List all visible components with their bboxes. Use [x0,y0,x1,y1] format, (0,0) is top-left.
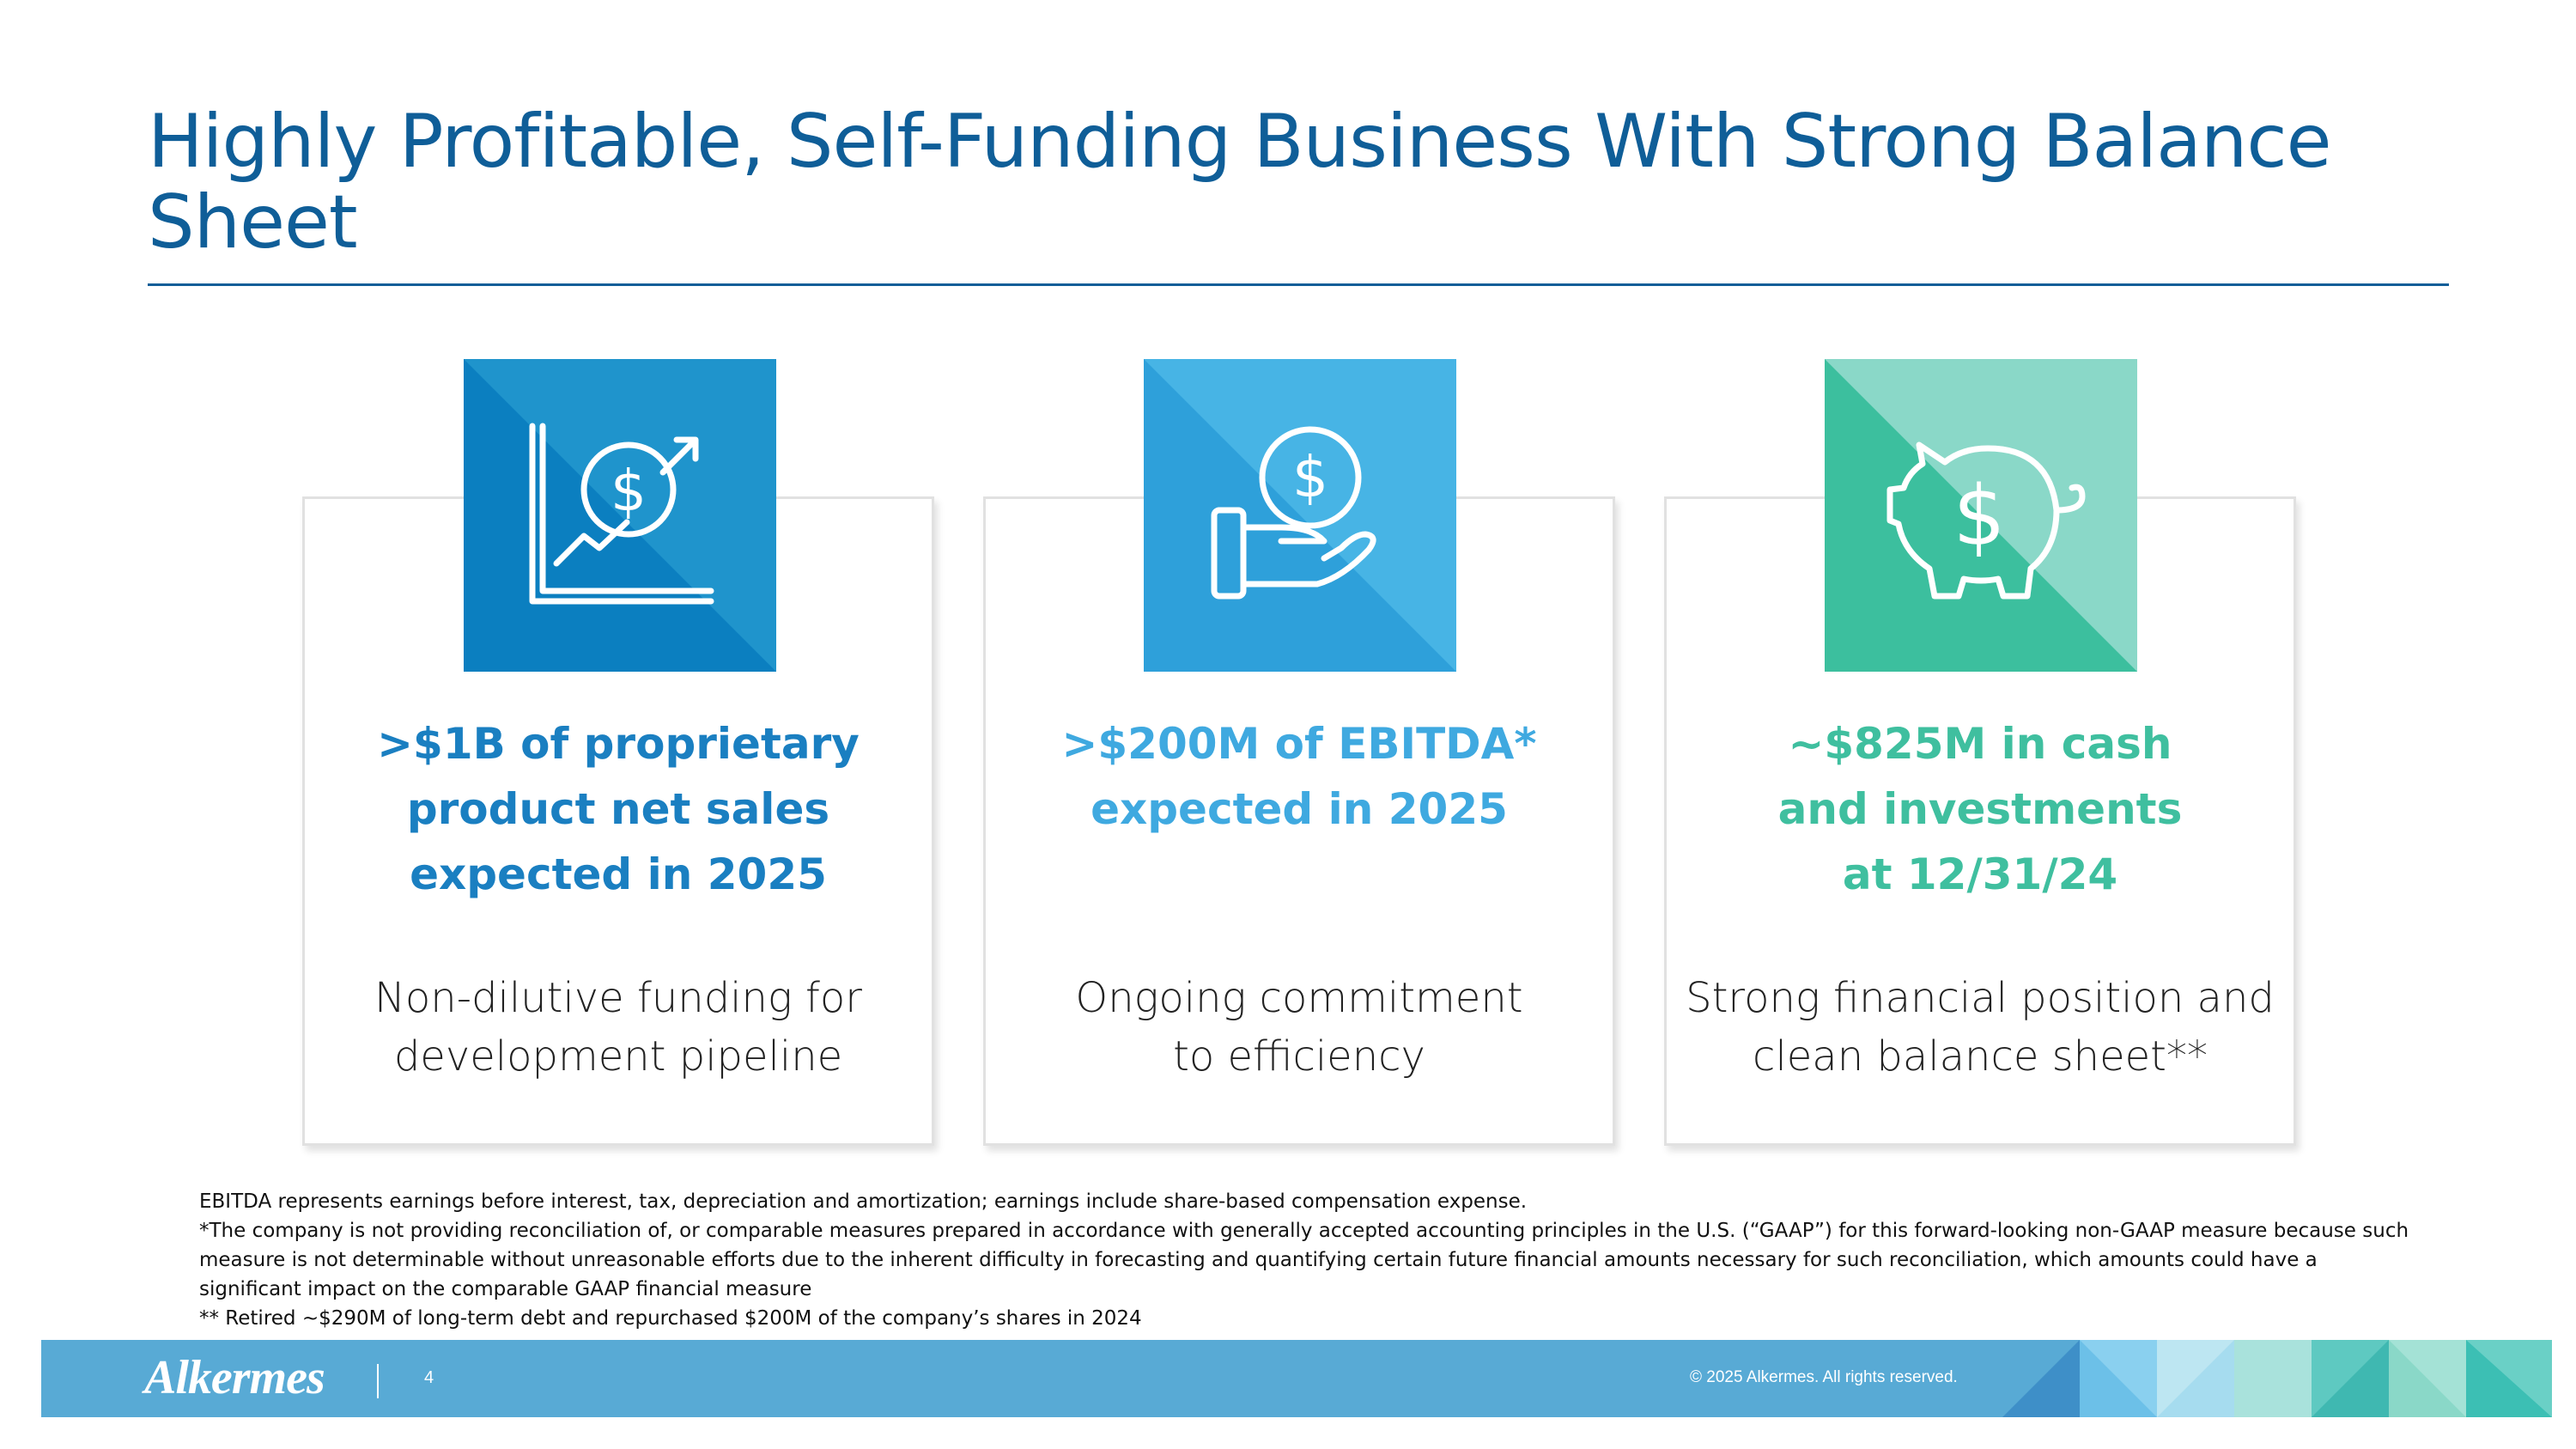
footnote-debt-retired: ** Retired ~$290M of long-term debt and … [199,1307,1142,1330]
footer-divider [377,1364,379,1398]
footnote-non-gaap: *The company is not providing reconcilia… [199,1220,2409,1300]
chart-dollar-arrow-icon: $ [464,359,776,672]
svg-text:$: $ [611,458,647,524]
svg-text:$: $ [1292,444,1328,510]
footnotes: EBITDA represents earnings before intere… [199,1187,2415,1333]
subtext-cash: Strong financial position and clean bala… [1686,974,2275,1081]
footnote-ebitda-definition: EBITDA represents earnings before intere… [199,1190,1528,1213]
alkermes-logo: Alkermes [144,1351,325,1404]
headline-ebitda: >$200M of EBITDA* expected in 2025 [1061,719,1537,834]
subtext-product-sales: Non-dilutive funding for development pip… [374,974,862,1081]
footer-decoration [2002,1340,2552,1417]
slide-title: Highly Profitable, Self-Funding Business… [148,99,2332,265]
copyright-text: © 2025 Alkermes. All rights reserved. [1690,1368,1958,1386]
svg-text:$: $ [1953,468,2005,564]
subtext-ebitda: Ongoing commitment to efficiency [1075,974,1523,1081]
footer-bar: Alkermes 4 © 2025 Alkermes. All rights r… [41,1340,2552,1417]
hand-dollar-coin-icon: $ [1144,359,1456,672]
title-divider [148,283,2449,286]
headline-product-sales: >$1B of proprietary product net sales ex… [377,719,860,899]
piggy-bank-dollar-icon: $ [1825,359,2137,672]
page-number: 4 [424,1368,434,1387]
headline-cash: ~$825M in cash and investments at 12/31/… [1777,719,2183,899]
